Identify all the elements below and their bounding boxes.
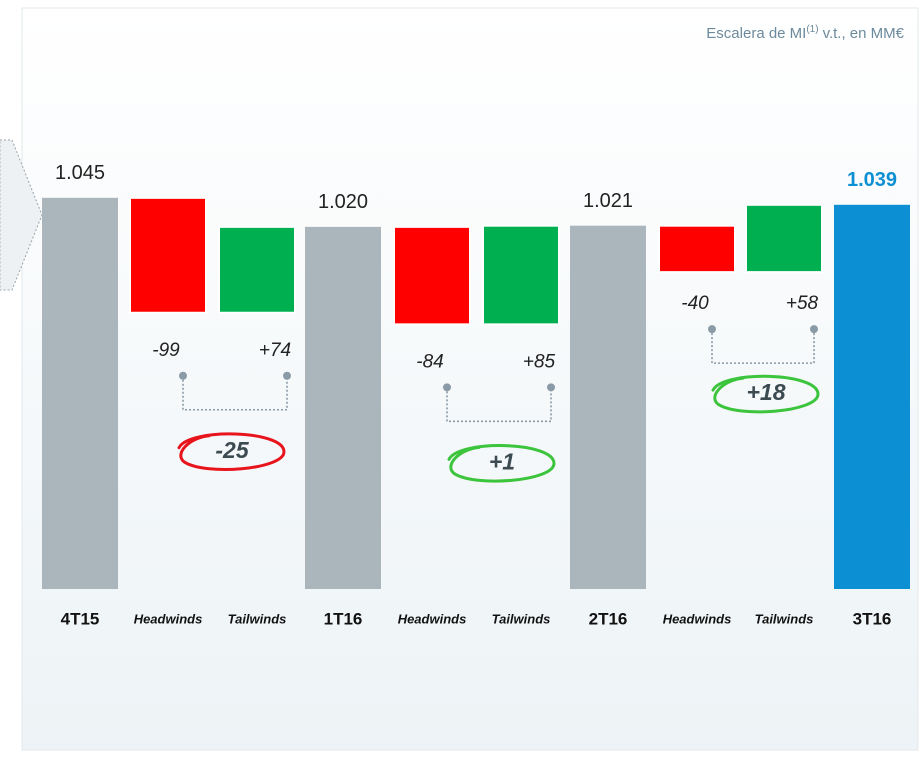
- x-tick-label: Headwinds: [398, 611, 467, 626]
- value-label: +85: [523, 351, 556, 372]
- net-label: +18: [746, 379, 785, 405]
- net-ellipse: [447, 444, 556, 483]
- bar: [482, 224, 560, 326]
- bar: [393, 225, 471, 326]
- bracket: [182, 375, 288, 411]
- bar: [305, 226, 381, 589]
- net-label: -25: [215, 437, 249, 463]
- x-tick-label: Tailwinds: [755, 611, 814, 626]
- bar: [129, 196, 207, 314]
- bar: [218, 225, 296, 314]
- net-label: +1: [489, 448, 515, 474]
- value-label: -40: [681, 293, 709, 314]
- value-label: -84: [416, 351, 443, 372]
- bracket: [446, 387, 552, 423]
- subtitle-rest: v.t., en MM€: [823, 25, 905, 42]
- subtitle-main: Escalera de MI: [706, 25, 806, 42]
- net-ellipse: [711, 374, 820, 414]
- bar: [745, 203, 823, 274]
- bar: [658, 224, 736, 274]
- bracket: [711, 329, 815, 364]
- value-label: 1.020: [318, 191, 368, 213]
- arrow-shape: [0, 139, 43, 291]
- x-tick-label: Headwinds: [134, 611, 203, 626]
- value-label: 1.039: [847, 169, 897, 191]
- value-label: +74: [259, 340, 291, 361]
- value-label: 1.021: [583, 190, 633, 212]
- value-label: +58: [786, 293, 819, 314]
- subtitle: Escalera de MI(1) v.t., en MM€: [706, 24, 904, 42]
- x-tick-label: Tailwinds: [492, 611, 551, 626]
- connector-dot: [547, 383, 555, 392]
- x-tick-label: 3T16: [853, 609, 892, 628]
- subtitle-note: (1): [806, 24, 818, 35]
- panel: [21, 7, 919, 751]
- net-ellipse: [177, 432, 286, 471]
- x-tick-label: 1T16: [324, 609, 363, 628]
- bar: [570, 225, 646, 590]
- x-tick-label: 2T16: [589, 609, 628, 628]
- bar: [42, 197, 118, 589]
- value-label: 1.045: [55, 162, 105, 184]
- value-label: -99: [152, 340, 180, 361]
- bar: [834, 204, 910, 589]
- x-tick-label: Headwinds: [663, 611, 732, 626]
- x-tick-label: Tailwinds: [228, 611, 287, 626]
- connector-dot: [283, 371, 291, 380]
- x-tick-label: 4T15: [61, 609, 100, 628]
